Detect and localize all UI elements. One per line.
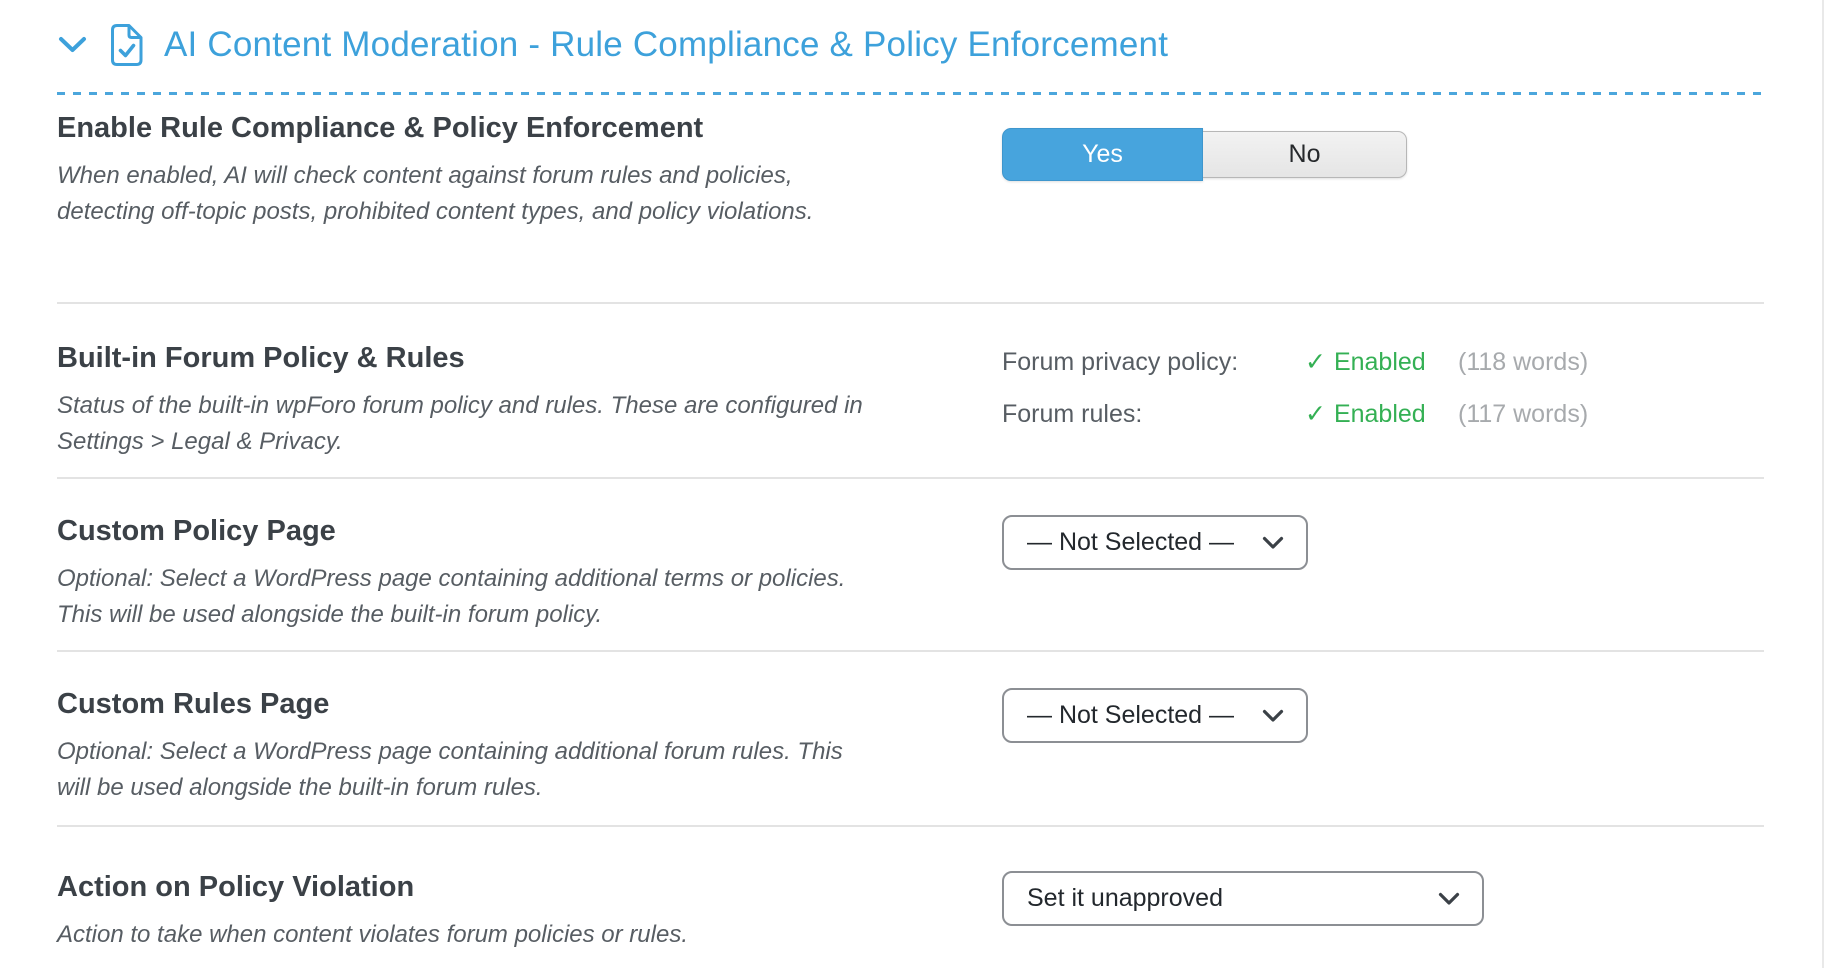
check-icon: ✓ xyxy=(1305,348,1326,376)
custom-policy-page-select[interactable]: — Not Selected — xyxy=(1002,515,1308,570)
status-word-count: (118 words) xyxy=(1458,348,1589,376)
file-check-icon xyxy=(111,24,143,66)
enable-toggle: Yes No xyxy=(1002,128,1407,181)
chevron-down-icon xyxy=(1262,709,1284,722)
status-enabled-badge: ✓ Enabled xyxy=(1305,399,1458,429)
status-enabled-text: Enabled xyxy=(1333,348,1426,376)
chevron-down-icon xyxy=(1262,536,1284,549)
violation-action-select[interactable]: Set it unapproved xyxy=(1002,871,1484,926)
panel-right-border xyxy=(1822,0,1824,968)
policy-status-list: Forum privacy policy: ✓ Enabled (118 word… xyxy=(1002,347,1764,429)
select-value: Set it unapproved xyxy=(1027,884,1223,912)
status-enabled-badge: ✓ Enabled xyxy=(1305,347,1458,377)
setting-description: Status of the built-in wpForo forum poli… xyxy=(57,392,863,456)
status-enabled-text: Enabled xyxy=(1333,400,1426,428)
setting-label: Custom Rules Page xyxy=(57,688,330,720)
select-value: — Not Selected — xyxy=(1027,528,1235,556)
setting-row-enable: Enable Rule Compliance & Policy Enforcem… xyxy=(57,95,1764,304)
status-item-label: Forum rules: xyxy=(1002,400,1143,428)
setting-row-violation-action: Action on Policy Violation Action to tak… xyxy=(57,827,1764,966)
check-icon: ✓ xyxy=(1305,400,1326,428)
custom-rules-page-select[interactable]: — Not Selected — xyxy=(1002,688,1308,743)
setting-label: Action on Policy Violation xyxy=(57,871,415,903)
setting-row-custom-policy-page: Custom Policy Page Optional: Select a Wo… xyxy=(57,479,1764,652)
section-header[interactable]: AI Content Moderation - Rule Compliance … xyxy=(57,0,1764,72)
dashed-separator xyxy=(57,92,1764,95)
toggle-no-button[interactable]: No xyxy=(1203,131,1407,178)
setting-label: Built-in Forum Policy & Rules xyxy=(57,342,465,374)
select-value: — Not Selected — xyxy=(1027,701,1235,729)
status-word-count: (117 words) xyxy=(1458,400,1589,428)
setting-label: Enable Rule Compliance & Policy Enforcem… xyxy=(57,112,704,144)
section-title: AI Content Moderation - Rule Compliance … xyxy=(164,24,1169,64)
chevron-down-icon xyxy=(1438,892,1460,905)
setting-row-builtin-status: Built-in Forum Policy & Rules Status of … xyxy=(57,304,1764,479)
setting-row-custom-rules-page: Custom Rules Page Optional: Select a Wor… xyxy=(57,652,1764,827)
setting-description: When enabled, AI will check content agai… xyxy=(57,162,814,226)
setting-description: Action to take when content violates for… xyxy=(57,921,688,949)
status-item-label: Forum privacy policy: xyxy=(1002,348,1239,376)
chevron-down-icon[interactable] xyxy=(57,35,88,55)
setting-description: Optional: Select a WordPress page contai… xyxy=(57,565,846,629)
setting-label: Custom Policy Page xyxy=(57,515,336,547)
toggle-yes-button[interactable]: Yes xyxy=(1002,128,1203,181)
setting-description: Optional: Select a WordPress page contai… xyxy=(57,738,843,802)
